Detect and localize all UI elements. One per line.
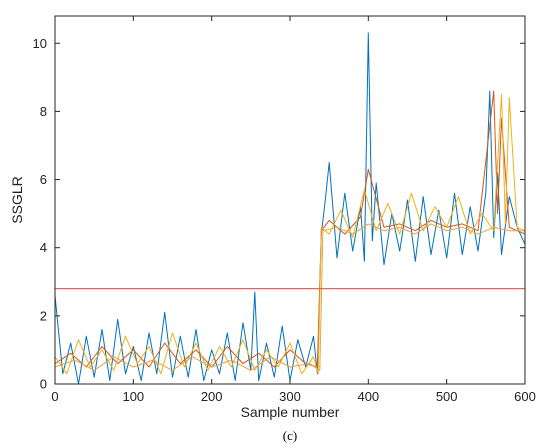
figure-caption: (c) [283, 428, 297, 443]
axis-ticks: 0 100 200 300 400 500 600 0 2 4 6 8 10 [33, 16, 536, 404]
x-tick-label: 500 [436, 389, 458, 404]
series-line-4 [55, 223, 525, 371]
y-tick-label: 2 [40, 308, 47, 323]
x-tick-label: 300 [279, 389, 301, 404]
y-axis-title: SSGLR [9, 176, 25, 223]
y-tick-label: 4 [40, 240, 47, 255]
plot-area [55, 32, 525, 384]
x-tick-label: 400 [357, 389, 379, 404]
series-line-1 [55, 32, 525, 384]
x-tick-label: 100 [122, 389, 144, 404]
series-line-3 [55, 93, 525, 375]
x-tick-label: 0 [51, 389, 58, 404]
y-tick-label: 0 [40, 377, 47, 392]
y-tick-label: 8 [40, 104, 47, 119]
x-tick-label: 200 [201, 389, 223, 404]
x-tick-label: 600 [514, 389, 536, 404]
y-tick-label: 6 [40, 172, 47, 187]
x-axis-title: Sample number [241, 404, 340, 420]
y-tick-label: 10 [33, 36, 47, 51]
